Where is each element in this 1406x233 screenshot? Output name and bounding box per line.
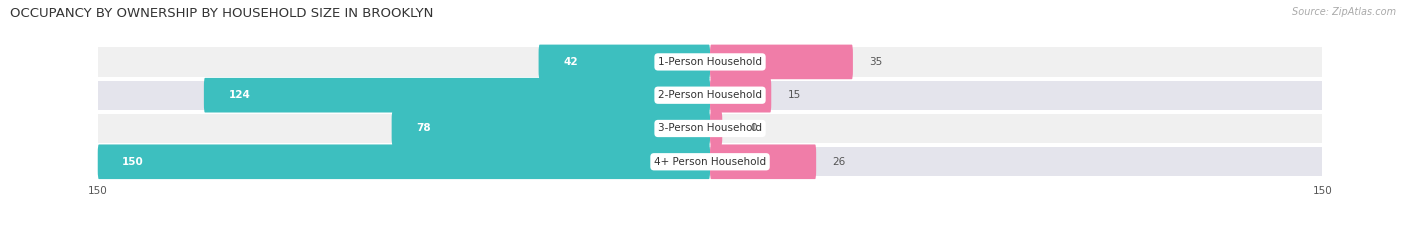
Text: 42: 42 xyxy=(562,57,578,67)
FancyBboxPatch shape xyxy=(710,78,772,113)
Bar xyxy=(98,147,1322,176)
Text: 2-Person Household: 2-Person Household xyxy=(658,90,762,100)
FancyBboxPatch shape xyxy=(538,45,710,79)
Bar xyxy=(98,114,1322,143)
Bar xyxy=(98,81,1322,110)
Text: 124: 124 xyxy=(228,90,250,100)
FancyBboxPatch shape xyxy=(392,111,710,146)
Text: 15: 15 xyxy=(787,90,801,100)
FancyBboxPatch shape xyxy=(710,111,723,146)
FancyBboxPatch shape xyxy=(710,45,853,79)
Bar xyxy=(98,47,1322,77)
Text: 3-Person Household: 3-Person Household xyxy=(658,123,762,134)
Text: Source: ZipAtlas.com: Source: ZipAtlas.com xyxy=(1292,7,1396,17)
FancyBboxPatch shape xyxy=(98,144,710,179)
Text: 1-Person Household: 1-Person Household xyxy=(658,57,762,67)
FancyBboxPatch shape xyxy=(710,144,815,179)
Text: 4+ Person Household: 4+ Person Household xyxy=(654,157,766,167)
Text: 0: 0 xyxy=(751,123,758,134)
FancyBboxPatch shape xyxy=(204,78,710,113)
Text: 150: 150 xyxy=(122,157,143,167)
Text: 35: 35 xyxy=(869,57,883,67)
Text: 26: 26 xyxy=(832,157,846,167)
Text: OCCUPANCY BY OWNERSHIP BY HOUSEHOLD SIZE IN BROOKLYN: OCCUPANCY BY OWNERSHIP BY HOUSEHOLD SIZE… xyxy=(10,7,433,20)
Text: 78: 78 xyxy=(416,123,430,134)
